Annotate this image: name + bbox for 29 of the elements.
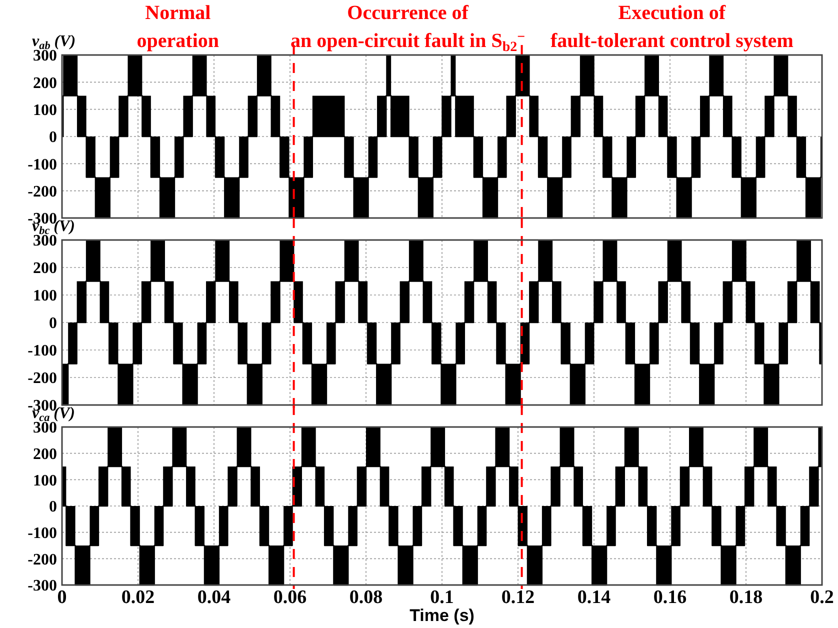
y-tick-label: 200 — [33, 74, 57, 92]
x-tick-label: 0.2 — [810, 587, 834, 608]
x-tick-label: 0.14 — [577, 587, 612, 608]
text: Execution of fault-tolerant control system — [550, 2, 794, 52]
y-tick-label: 200 — [33, 446, 57, 463]
y-tick-label: 100 — [33, 472, 57, 490]
y-tick-label: -200 — [28, 551, 57, 568]
text: Normal operation — [136, 2, 220, 52]
y-tick-label: 200 — [33, 260, 57, 278]
y-tick-label: -300 — [28, 578, 57, 595]
y-tick-label: -200 — [28, 370, 57, 388]
x-tick-label: 0.08 — [349, 587, 383, 608]
y-tick-label: 100 — [33, 288, 57, 305]
x-axis-title: Time (s) — [410, 606, 474, 625]
x-tick-label: 0.16 — [653, 587, 687, 608]
x-tick-label: 0.06 — [273, 587, 307, 608]
y-tick-label: 0 — [49, 315, 57, 332]
y-tick-label: 0 — [49, 129, 57, 146]
y-tick-label: 0 — [49, 498, 57, 516]
y-tick-label: -100 — [28, 524, 57, 542]
x-tick-label: 0.12 — [501, 587, 535, 608]
y-tick-label: -200 — [28, 183, 57, 200]
x-tick-label: 0.1 — [430, 587, 454, 608]
x-tick-label: 0.18 — [729, 587, 763, 608]
x-tick-label: 0.04 — [197, 587, 232, 608]
x-tick-label: 0.02 — [121, 587, 155, 608]
y-tick-label: -100 — [28, 156, 57, 174]
y-tick-label: -100 — [28, 342, 57, 360]
y-tick-label: 100 — [33, 102, 57, 119]
